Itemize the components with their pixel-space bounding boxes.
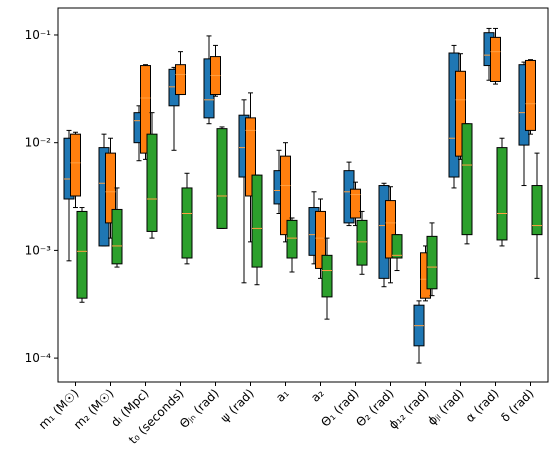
box (461, 123, 473, 236)
box (391, 234, 403, 259)
y-tick-label: 10⁻¹ (25, 28, 52, 42)
box (216, 128, 228, 229)
box (111, 208, 123, 265)
box (70, 133, 81, 197)
box (525, 59, 536, 131)
x-tick-label: a₁ (273, 386, 292, 405)
x-tick-label: ϕⱼₗ (rad) (425, 386, 467, 428)
box (286, 219, 298, 259)
box (490, 36, 501, 82)
box (146, 133, 158, 232)
x-tick-label: ψ (rad) (218, 386, 257, 425)
box (280, 155, 291, 236)
box (140, 65, 151, 154)
box (181, 187, 193, 259)
box (356, 219, 368, 266)
plot-frame (57, 7, 549, 383)
x-tick-label: Θ₁ (rad) (318, 386, 361, 429)
box (350, 188, 361, 219)
box (175, 64, 186, 96)
box (455, 70, 466, 157)
box (385, 200, 396, 259)
y-tick-label: 10⁻⁴ (25, 351, 52, 365)
box (315, 210, 326, 269)
y-tick-label: 10⁻² (25, 136, 52, 150)
y-tick-label: 10⁻³ (25, 243, 52, 257)
box (496, 147, 508, 241)
x-tick-label: α (rad) (463, 386, 502, 425)
box (426, 235, 438, 290)
x-tick-label: δ (rad) (498, 386, 536, 424)
box (251, 174, 263, 268)
x-tick-label: Θⱼₙ (rad) (177, 386, 222, 431)
x-tick-label: a₂ (308, 386, 327, 405)
box (76, 210, 88, 299)
box (531, 185, 543, 236)
box (321, 254, 333, 298)
box (245, 117, 256, 197)
